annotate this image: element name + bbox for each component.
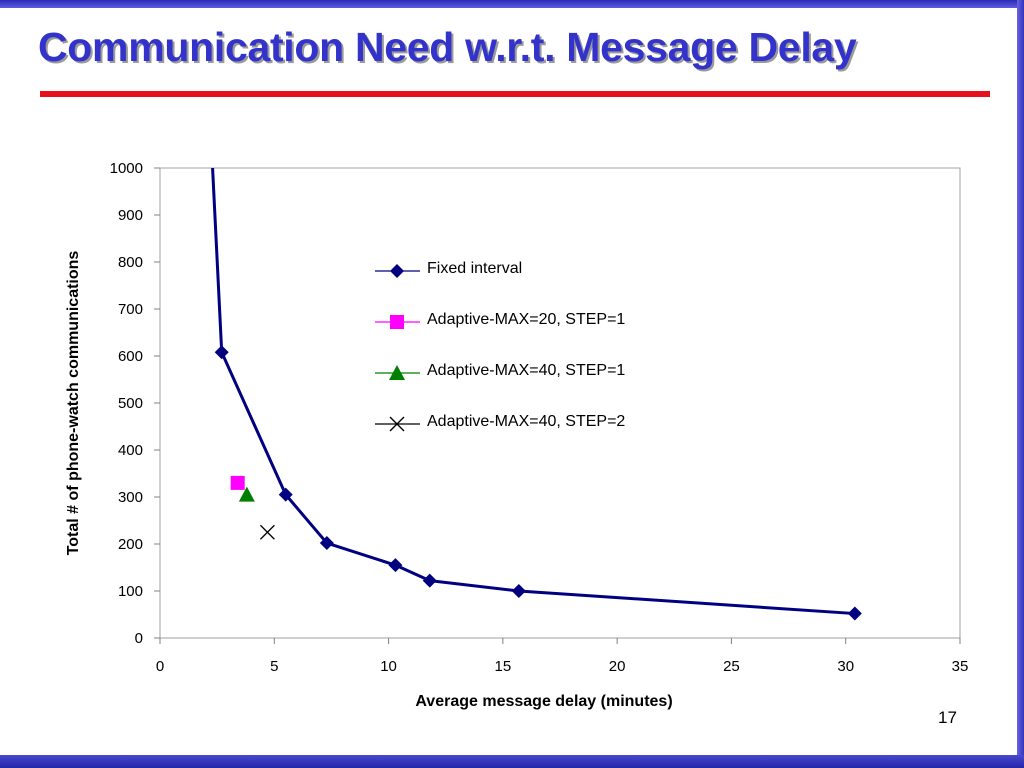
- legend-marker: [390, 264, 404, 278]
- y-tick-label: 100: [118, 583, 143, 600]
- x-tick-label: 15: [495, 658, 512, 675]
- data-point-series-2: [230, 475, 245, 490]
- x-tick-label: 25: [723, 658, 740, 675]
- x-marker-stroke: [389, 416, 405, 432]
- x-axis: 0 5 10 15 20 25 30 35: [156, 638, 969, 675]
- y-tick-label: 500: [118, 395, 143, 412]
- bottom-frame-band: [0, 755, 1024, 768]
- x-tick-label: 0: [156, 658, 164, 675]
- data-point-series-1: [422, 573, 437, 588]
- data-point-series-1: [214, 345, 229, 360]
- y-tick-label: 800: [118, 254, 143, 271]
- legend-label: Adaptive-MAX=40, STEP=1: [427, 362, 625, 379]
- x-marker-stroke: [259, 524, 275, 540]
- legend-label: Fixed interval: [427, 260, 522, 277]
- data-point-series-1: [511, 584, 526, 598]
- x-tick-label: 35: [952, 658, 969, 675]
- legend-marker: [389, 365, 405, 380]
- right-frame-band: [1017, 0, 1024, 768]
- top-frame-band: [0, 0, 1024, 8]
- x-tick-label: 30: [837, 658, 854, 675]
- title-underline: [40, 91, 990, 97]
- y-tick-label: 200: [118, 536, 143, 553]
- page-number: 17: [938, 708, 957, 727]
- y-axis: 0 100 200 300 400 500 600 700 800 900 1000: [110, 160, 160, 647]
- y-tick-label: 700: [118, 301, 143, 318]
- legend-label: Adaptive-MAX=20, STEP=1: [427, 311, 625, 328]
- slide-title: Communication Need w.r.t. Message Delay: [38, 24, 857, 70]
- x-axis-title: Average message delay (minutes): [415, 693, 672, 710]
- legend: Fixed interval Adaptive-MAX=20, STEP=1 Ada…: [375, 260, 625, 432]
- data-point-series-1: [847, 606, 862, 621]
- x-tick-label: 10: [380, 658, 397, 675]
- data-point-series-1: [278, 487, 293, 502]
- x-tick-label: 20: [609, 658, 626, 675]
- data-point-series-4: [259, 524, 275, 540]
- plot-area: [159, 167, 961, 639]
- y-tick-label: 900: [118, 207, 143, 224]
- x-tick-label: 5: [270, 658, 278, 675]
- data-point-series-1: [388, 558, 403, 573]
- y-tick-label: 1000: [110, 160, 143, 177]
- legend-marker: [389, 416, 405, 432]
- y-tick-label: 0: [135, 630, 143, 647]
- data-point-series-1: [319, 536, 334, 551]
- legend-label: Adaptive-MAX=40, STEP=2: [427, 413, 625, 430]
- y-tick-label: 600: [118, 348, 143, 365]
- legend-marker: [390, 315, 404, 329]
- y-axis-title: Total # of phone-watch communications: [65, 251, 82, 556]
- y-tick-label: 300: [118, 489, 143, 506]
- series-line-1: [211, 167, 855, 616]
- data-point-series-3: [238, 486, 255, 502]
- y-tick-label: 400: [118, 442, 143, 459]
- series-layer: [211, 167, 862, 621]
